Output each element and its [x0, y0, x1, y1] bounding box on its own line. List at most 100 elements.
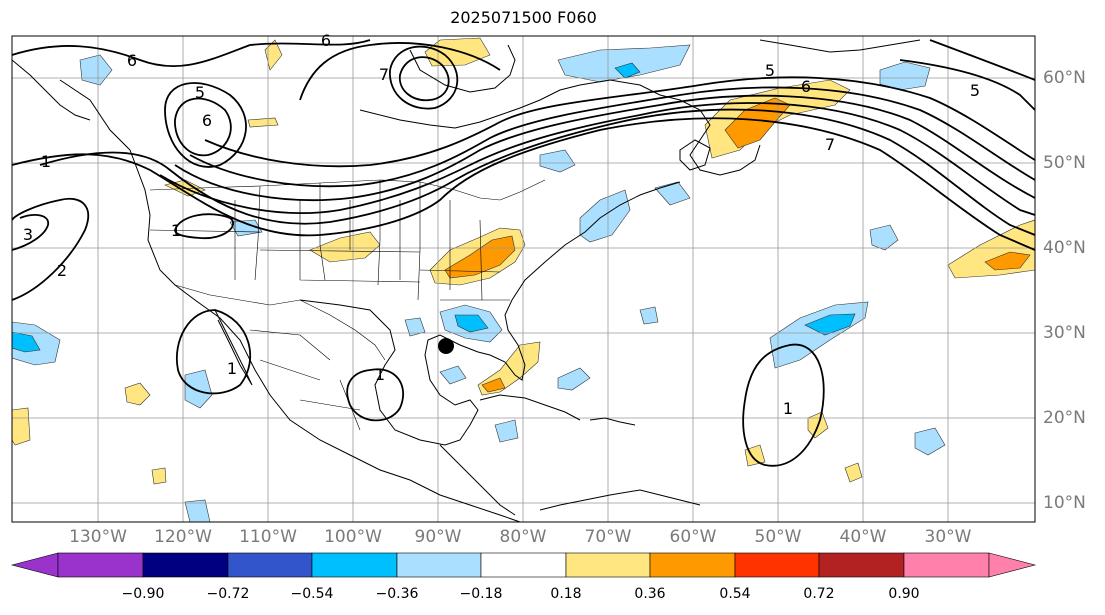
longitude-label: 110°W — [239, 527, 297, 547]
shade-blue-great-lakes — [539, 149, 576, 173]
state-lines — [149, 180, 510, 301]
contour-northwest-bc — [174, 213, 234, 239]
colorbar-segment — [142, 552, 229, 578]
shade-blue-mid-atl-small — [869, 224, 899, 251]
longitude-label: 90°W — [414, 527, 462, 547]
contour-label: 6 — [801, 77, 811, 96]
longitude-label: 100°W — [324, 527, 382, 547]
shade-yellow-atlantic-2 — [844, 462, 863, 483]
colorbar-segment — [311, 552, 398, 578]
latitude-label: 10°N — [1043, 493, 1086, 513]
shade-blue-labrador — [557, 44, 691, 83]
latitude-label: 40°N — [1043, 238, 1086, 258]
coast-baja — [214, 309, 253, 386]
longitude-label: 60°W — [669, 527, 717, 547]
shade-yellow-baja — [124, 382, 151, 406]
colorbar-tick-label: −0.36 — [375, 586, 419, 602]
latitude-label: 20°N — [1043, 408, 1086, 428]
longitude-label: 50°W — [754, 527, 802, 547]
shade-blue-honduras — [494, 419, 519, 443]
shade-blue-mexico — [184, 369, 213, 409]
shade-deepblue-gulf-coast — [454, 314, 489, 333]
shade-yellow-atlantic-3 — [744, 444, 766, 467]
contour-sw-loop — [176, 309, 252, 395]
shade-blue-maritimes — [654, 181, 691, 206]
latitude-label: 50°N — [1043, 153, 1086, 173]
colorbar-segment — [565, 552, 651, 578]
longitude-label: 30°W — [924, 527, 972, 547]
longitude-label: 80°W — [499, 527, 547, 547]
contour-line-2 — [39, 108, 1035, 236]
contours — [12, 39, 1035, 467]
shade-blue-gulf-small — [439, 365, 467, 385]
longitude-label: 120°W — [154, 527, 212, 547]
colorbar-segment — [903, 552, 990, 578]
colorbar-tick-label: 0.72 — [803, 586, 835, 602]
shade-blue-pacific-south — [184, 499, 211, 522]
colorbar-segment — [480, 552, 567, 578]
colorbar-tick-label: 0.54 — [719, 586, 751, 602]
shade-orange-ohio-valley — [444, 235, 516, 279]
shade-blue-atlantic-tiny — [639, 306, 659, 325]
shaded-anomalies — [12, 37, 1035, 522]
shade-blue-caribbean — [557, 367, 591, 391]
colorbar-segment — [818, 552, 905, 578]
coast-greenland — [759, 39, 921, 53]
shade-yellow-pacific — [12, 407, 31, 446]
colorbar-segment — [396, 552, 482, 578]
coast-gulf — [299, 181, 681, 446]
colorbar-extend-high — [988, 552, 1037, 578]
coastlines — [12, 39, 921, 522]
contour-label: 1 — [227, 359, 237, 378]
contour-line-5 — [189, 86, 1035, 188]
contour-low-hudson-inner — [399, 56, 450, 102]
longitude-label: 70°W — [584, 527, 632, 547]
contour-low-nw — [164, 82, 247, 168]
colorbar-segment — [57, 552, 144, 578]
colorbar-segment — [734, 552, 820, 578]
contour-label: 1 — [171, 221, 181, 240]
colorbar-tick-label: 0.36 — [634, 586, 666, 602]
shade-blue-alaska — [79, 54, 113, 86]
coast-west-north-america — [59, 79, 521, 522]
shade-blue-east-atlantic — [914, 427, 946, 456]
longitude-label: 40°W — [839, 527, 887, 547]
contour-west-3 — [12, 214, 49, 251]
contour-line-3 — [159, 102, 1035, 216]
contour-label: 6 — [202, 111, 212, 130]
coast-cuba — [479, 394, 581, 421]
colorbar-tick-label: −0.90 — [121, 586, 165, 602]
coast-newfoundland — [679, 139, 711, 171]
shade-blue-new-england — [579, 189, 631, 243]
colorbar-tick-label: −0.54 — [290, 586, 334, 602]
longitude-label: 130°W — [69, 527, 127, 547]
coast-south-america — [539, 489, 701, 511]
contour-line-1 — [12, 117, 1035, 251]
map-title: 2025071500 F060 — [450, 8, 597, 27]
contour-low-hudson — [389, 45, 459, 110]
shade-deepblue-pacific — [12, 331, 41, 353]
us-mexico-border — [174, 284, 386, 361]
contour-east-loop — [899, 59, 1035, 111]
coast-canada — [359, 79, 761, 176]
colorbar-tick-label: −0.72 — [206, 586, 250, 602]
contour-low-nw-inner — [174, 97, 232, 157]
contour-west-2 — [12, 197, 90, 301]
mexico-states — [249, 329, 361, 431]
contour-label: 5 — [970, 81, 980, 100]
contour-line-6 — [204, 76, 1035, 168]
shade-orange-east-atlantic — [984, 251, 1031, 271]
contour-labels: 1 2 3 5 6 6 7 1 1 1 1 5 6 7 5 6 — [23, 31, 980, 418]
colorbar-extend-low — [10, 552, 59, 578]
contour-label: 1 — [783, 399, 793, 418]
political-boundaries — [149, 179, 546, 431]
contour-line-4 — [174, 94, 1035, 202]
contour-atlantic-loop — [742, 343, 825, 467]
shade-blue-mid-atlantic — [769, 301, 869, 369]
colorbar-tick-label: −0.18 — [459, 586, 503, 602]
shade-yellow-hudson — [424, 37, 491, 67]
contour-label: 3 — [23, 225, 33, 244]
coast-alaska — [12, 59, 91, 121]
contour-label: 1 — [375, 365, 385, 384]
colorbar-tick-label: 0.90 — [888, 586, 920, 602]
